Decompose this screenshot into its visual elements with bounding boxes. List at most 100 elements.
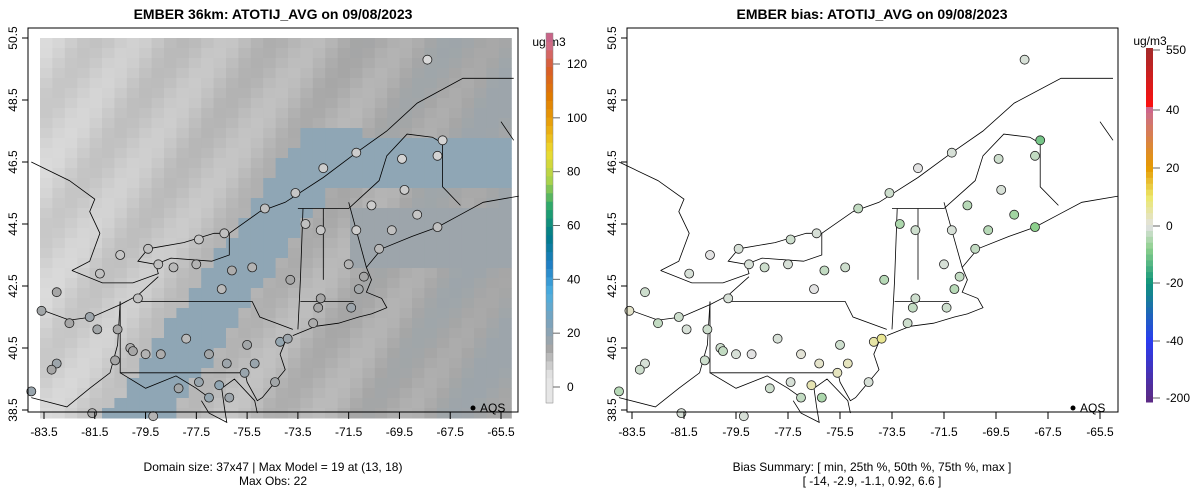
site-marker[interactable]	[946, 225, 957, 236]
site-marker[interactable]	[221, 358, 232, 369]
site-marker[interactable]	[239, 367, 250, 378]
site-marker[interactable]	[259, 203, 270, 214]
site-marker[interactable]	[412, 209, 423, 220]
site-marker[interactable]	[204, 392, 214, 403]
site-marker[interactable]	[318, 163, 329, 174]
site-marker[interactable]	[796, 349, 806, 360]
site-marker[interactable]	[399, 184, 410, 195]
site-marker[interactable]	[894, 219, 905, 229]
site-marker[interactable]	[970, 243, 981, 254]
site-marker[interactable]	[853, 203, 864, 214]
site-marker[interactable]	[290, 188, 301, 198]
site-marker[interactable]	[397, 153, 407, 164]
site-marker[interactable]	[673, 312, 684, 322]
site-marker[interactable]	[300, 219, 311, 229]
site-marker[interactable]	[946, 147, 957, 158]
site-marker[interactable]	[835, 339, 845, 350]
site-marker[interactable]	[907, 302, 918, 313]
site-marker[interactable]	[432, 222, 443, 233]
site-marker[interactable]	[614, 386, 624, 397]
site-marker[interactable]	[36, 305, 47, 316]
site-marker[interactable]	[744, 259, 754, 270]
site-marker[interactable]	[806, 380, 817, 391]
site-marker[interactable]	[64, 318, 75, 329]
site-marker[interactable]	[681, 324, 692, 335]
site-marker[interactable]	[313, 302, 324, 313]
site-marker[interactable]	[840, 262, 851, 273]
site-marker[interactable]	[226, 265, 237, 276]
site-marker[interactable]	[282, 333, 293, 344]
site-marker[interactable]	[110, 355, 120, 366]
site-marker[interactable]	[684, 268, 695, 279]
site-marker[interactable]	[634, 364, 645, 375]
site-marker[interactable]	[242, 339, 253, 350]
site-marker[interactable]	[191, 259, 202, 270]
site-marker[interactable]	[705, 250, 715, 260]
site-marker[interactable]	[738, 411, 749, 422]
site-marker[interactable]	[996, 184, 1007, 195]
site-marker[interactable]	[148, 411, 159, 422]
site-marker[interactable]	[1030, 222, 1040, 233]
site-marker[interactable]	[913, 163, 923, 174]
site-marker[interactable]	[842, 358, 853, 369]
site-marker[interactable]	[1019, 54, 1030, 65]
site-marker[interactable]	[814, 358, 825, 369]
site-marker[interactable]	[249, 358, 260, 369]
site-marker[interactable]	[308, 318, 319, 329]
site-marker[interactable]	[351, 225, 362, 236]
site-marker[interactable]	[902, 318, 913, 329]
site-marker[interactable]	[155, 349, 166, 360]
site-marker[interactable]	[941, 302, 952, 313]
site-marker[interactable]	[26, 386, 37, 397]
site-marker[interactable]	[132, 293, 143, 304]
site-marker[interactable]	[386, 225, 397, 236]
site-marker[interactable]	[879, 274, 890, 285]
site-marker[interactable]	[204, 349, 214, 360]
site-marker[interactable]	[785, 377, 796, 388]
site-marker[interactable]	[640, 287, 650, 298]
site-marker[interactable]	[140, 349, 151, 360]
site-marker[interactable]	[143, 243, 154, 254]
site-marker[interactable]	[796, 392, 806, 403]
site-marker[interactable]	[819, 265, 830, 276]
site-marker[interactable]	[746, 349, 757, 360]
site-marker[interactable]	[962, 200, 973, 211]
site-marker[interactable]	[640, 358, 650, 369]
site-marker[interactable]	[115, 250, 126, 260]
site-marker[interactable]	[219, 228, 230, 239]
site-marker[interactable]	[949, 284, 960, 295]
site-marker[interactable]	[939, 259, 949, 270]
site-marker[interactable]	[816, 392, 827, 403]
site-marker[interactable]	[112, 324, 123, 335]
site-marker[interactable]	[51, 287, 62, 298]
site-marker[interactable]	[358, 271, 369, 282]
site-marker[interactable]	[353, 284, 364, 295]
site-marker[interactable]	[993, 153, 1004, 164]
site-marker[interactable]	[437, 135, 448, 146]
site-marker[interactable]	[224, 392, 235, 403]
site-marker[interactable]	[216, 284, 227, 295]
site-marker[interactable]	[84, 312, 95, 322]
site-marker[interactable]	[731, 349, 741, 360]
site-marker[interactable]	[92, 324, 103, 335]
site-marker[interactable]	[832, 367, 843, 378]
site-marker[interactable]	[422, 54, 433, 65]
site-marker[interactable]	[699, 355, 710, 366]
site-marker[interactable]	[1035, 135, 1046, 146]
site-marker[interactable]	[127, 346, 138, 357]
site-marker[interactable]	[351, 147, 362, 158]
site-marker[interactable]	[432, 150, 443, 161]
site-marker[interactable]	[733, 243, 744, 254]
site-marker[interactable]	[153, 259, 164, 270]
site-marker[interactable]	[168, 262, 179, 273]
site-marker[interactable]	[764, 383, 775, 394]
site-marker[interactable]	[983, 225, 994, 236]
site-marker[interactable]	[193, 234, 204, 245]
site-marker[interactable]	[95, 268, 105, 279]
site-marker[interactable]	[214, 380, 225, 391]
site-marker[interactable]	[811, 228, 822, 239]
site-marker[interactable]	[910, 293, 921, 304]
site-marker[interactable]	[315, 225, 326, 236]
site-marker[interactable]	[181, 333, 192, 344]
site-marker[interactable]	[1009, 209, 1020, 220]
